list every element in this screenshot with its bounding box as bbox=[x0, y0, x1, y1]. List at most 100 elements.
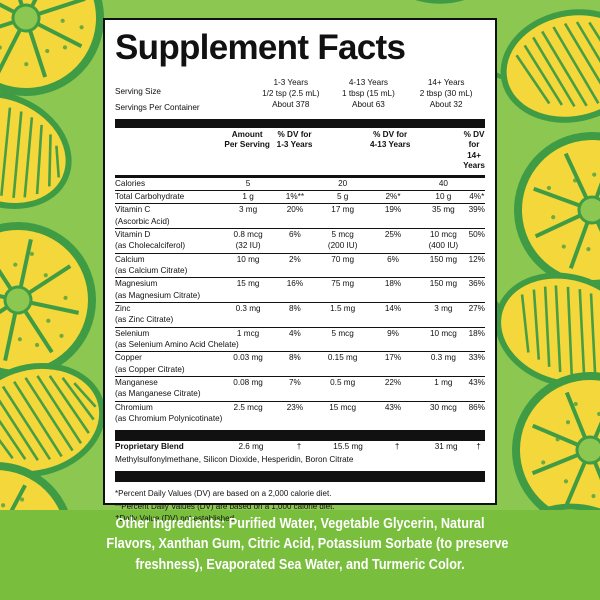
nutrient-dv-3: 18% bbox=[468, 326, 485, 340]
nutrient-dv-1: 1%** bbox=[272, 190, 318, 204]
table-row: Copper 0.03 mg 8% 0.15 mg 17% 0.3 mg 33% bbox=[115, 351, 485, 365]
proprietary-blend-row: Proprietary Blend 2.6 mg † 15.5 mg † 31 … bbox=[115, 441, 485, 453]
nutrient-amount-3: 0.3 mg bbox=[418, 351, 469, 365]
column-header-blank bbox=[115, 128, 223, 175]
nutrient-amount-2: 70 mg bbox=[317, 252, 368, 266]
nutrient-dv-1 bbox=[272, 178, 317, 191]
nutrient-dv-3: 4%* bbox=[468, 190, 485, 204]
column-header-amount-line1: Amount bbox=[231, 129, 263, 139]
column-header-dv3: % DV for 14+ Years bbox=[463, 128, 485, 175]
nutrient-amount-1-iu: (32 IU) bbox=[235, 241, 261, 251]
nutrient-dv-2: 9% bbox=[367, 326, 419, 340]
proprietary-blend-dv-2: † bbox=[394, 442, 400, 452]
servings-per-container-1: About 378 bbox=[272, 100, 310, 110]
serving-size-2: 1 tbsp (15 mL) bbox=[342, 89, 395, 99]
age-range-3: 14+ Years bbox=[427, 77, 465, 87]
table-row-sub: (Ascorbic Acid) bbox=[115, 217, 485, 229]
nutrient-amount-2-iu: (200 IU) bbox=[327, 241, 358, 251]
nutrient-amount-2: 15 mcg bbox=[317, 400, 368, 414]
column-header-row: Amount Per Serving % DV for 1-3 Years % … bbox=[115, 128, 485, 175]
nutrient-dv-1: 8% bbox=[272, 301, 318, 316]
table-row: Selenium 1 mcg 4% 5 mcg 9% 10 mcg 18% bbox=[115, 326, 485, 340]
servings-per-container-2: About 63 bbox=[352, 100, 385, 110]
column-header-dv2: % DV for 4-13 Years bbox=[367, 128, 412, 175]
proprietary-blend-ingredients: Methylsulfonylmethane, Silicon Dioxide, … bbox=[115, 454, 354, 464]
rule-bar-blend-top bbox=[115, 430, 485, 442]
rule-bar-blend-bottom bbox=[115, 470, 485, 482]
table-row: Vitamin C 3 mg 20% 17 mg 19% 35 mg 39% bbox=[115, 203, 485, 217]
nutrition-header-table: Amount Per Serving % DV for 1-3 Years % … bbox=[115, 128, 485, 175]
nutrient-dv-3: 39% bbox=[468, 203, 485, 217]
nutrient-dv-2: 2%* bbox=[367, 190, 419, 204]
nutrient-amount-2: 5 mcg bbox=[317, 326, 368, 340]
nutrient-amount-2: 0.15 mg bbox=[317, 351, 368, 365]
nutrient-amount-1: 1 mcg bbox=[223, 326, 273, 340]
column-header-amount: Amount Per Serving bbox=[223, 128, 272, 175]
nutrient-source: (as Selenium Amino Acid Chelate) bbox=[115, 339, 239, 349]
nutrient-name: Selenium bbox=[115, 326, 224, 340]
table-row-sub: (as Manganese Citrate) bbox=[115, 389, 485, 401]
nutrient-dv-1: 6% bbox=[272, 228, 318, 242]
serving-size-3: 2 tbsp (30 mL) bbox=[419, 89, 473, 99]
nutrient-dv-3: 43% bbox=[468, 375, 485, 390]
other-ingredients-line-3: freshness), Evaporated Sea Water, and Tu… bbox=[135, 556, 465, 573]
nutrient-dv-2: 25% bbox=[367, 228, 419, 242]
nutrient-dv-1: 8% bbox=[272, 351, 318, 365]
table-row-sub: (as Calcium Citrate) bbox=[115, 266, 485, 278]
proprietary-blend-dv-3: † bbox=[476, 442, 481, 452]
nutrient-dv-2 bbox=[368, 178, 418, 191]
column-header-dv1-line1: % DV for bbox=[277, 129, 312, 139]
other-ingredients-line-1: Other Ingredients: Purified Water, Veget… bbox=[115, 516, 485, 532]
nutrient-amount-2: 5 g bbox=[317, 190, 368, 204]
nutrient-source: (as Calcium Citrate) bbox=[115, 265, 188, 275]
rule-bar-header-bottom bbox=[115, 174, 485, 178]
proprietary-blend-ingredients-row: Methylsulfonylmethane, Silicon Dioxide, … bbox=[115, 454, 485, 466]
table-row: Manganese 0.08 mg 7% 0.5 mg 22% 1 mg 43% bbox=[115, 375, 485, 390]
serving-size-label: Serving Size bbox=[115, 86, 161, 96]
column-header-dv3-line2: 14+ Years bbox=[463, 150, 485, 171]
proprietary-blend-table: Proprietary Blend 2.6 mg † 15.5 mg † 31 … bbox=[115, 441, 485, 466]
nutrient-amount-3: 35 mg bbox=[418, 203, 469, 217]
nutrient-amount-3: 10 mcg bbox=[418, 228, 469, 242]
age-range-1: 1-3 Years bbox=[273, 77, 309, 87]
column-header-dv1: % DV for 1-3 Years bbox=[272, 128, 317, 175]
nutrient-amount-1: 5 bbox=[245, 178, 251, 188]
serving-size-1: 1/2 tsp (2.5 mL) bbox=[262, 89, 320, 99]
nutrient-rows: Calories 5 20 40 Total Carbohydrate 1 g … bbox=[115, 178, 485, 426]
table-row-sub: (as Copper Citrate) bbox=[115, 365, 485, 377]
nutrient-amount-1: 0.3 mg bbox=[223, 301, 273, 316]
table-row-sub: (as Magnesium Citrate) bbox=[115, 291, 485, 303]
table-row-sub: (as Selenium Amino Acid Chelate) bbox=[115, 340, 485, 352]
nutrient-dv-1: 2% bbox=[272, 252, 318, 266]
nutrient-dv-2: 14% bbox=[367, 301, 419, 316]
table-row: Zinc 0.3 mg 8% 1.5 mg 14% 3 mg 27% bbox=[115, 301, 485, 316]
nutrient-dv-2: 22% bbox=[367, 375, 419, 390]
nutrient-amount-3: 30 mcg bbox=[418, 400, 469, 414]
age-range-2: 4-13 Years bbox=[348, 77, 389, 87]
table-row: Vitamin D 0.8 mcg 6% 5 mcg 25% 10 mcg 50… bbox=[115, 228, 485, 242]
nutrient-amount-1: 10 mg bbox=[223, 252, 273, 266]
nutrient-name: Calcium bbox=[115, 252, 224, 266]
nutrient-name: Vitamin C bbox=[115, 203, 224, 217]
nutrient-source: (as Cholecalciferol) bbox=[115, 241, 186, 251]
column-header-dv2-line2: 4-13 Years bbox=[370, 140, 411, 150]
nutrient-source: (as Manganese Citrate) bbox=[115, 389, 201, 399]
footnote-dagger: †Daily Value (DV) not established. bbox=[115, 514, 237, 524]
nutrient-amount-1: 2.5 mcg bbox=[223, 400, 273, 414]
nutrient-dv-2: 18% bbox=[367, 277, 419, 291]
nutrient-amount-3-iu: (400 IU) bbox=[428, 241, 459, 251]
table-row: Magnesium 15 mg 16% 75 mg 18% 150 mg 36% bbox=[115, 277, 485, 291]
nutrient-amount-3: 1 mg bbox=[418, 375, 469, 390]
nutrient-name: Chromium bbox=[115, 400, 224, 414]
column-header-dv2-line1: % DV for bbox=[373, 129, 408, 139]
nutrient-amount-1: 0.03 mg bbox=[223, 351, 273, 365]
nutrient-dv-3: 33% bbox=[468, 351, 485, 365]
nutrient-source: (Ascorbic Acid) bbox=[115, 216, 170, 226]
nutrient-dv-2: 43% bbox=[367, 400, 419, 414]
table-row-sub: (as Chromium Polynicotinate) bbox=[115, 414, 485, 425]
footnote-asterisk: *Percent Daily Values (DV) are based on … bbox=[115, 488, 332, 498]
nutrient-table: Calories 5 20 40 Total Carbohydrate 1 g … bbox=[115, 178, 485, 426]
column-header-blank-3 bbox=[413, 128, 463, 175]
table-row-sub: (as Cholecalciferol) (32 IU) (200 IU) (4… bbox=[115, 241, 485, 253]
